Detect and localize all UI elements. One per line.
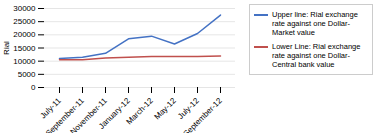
svg-text:0: 0 [31, 83, 36, 92]
svg-text:10000: 10000 [13, 57, 36, 66]
html-text:Lower Line: Rial exchange rate: Lower Line: Rial exchange rate against o… [272, 42, 361, 69]
svg-text:25000: 25000 [13, 17, 36, 26]
svg-text:5000: 5000 [18, 70, 36, 79]
svg-text:January-12: January-12 [97, 96, 132, 131]
svg-text:July-12: July-12 [176, 96, 201, 121]
svg-text:30000: 30000 [13, 4, 36, 13]
svg-text:May-12: May-12 [152, 96, 178, 122]
svg-text:15000: 15000 [13, 44, 36, 53]
svg-text:September-12: September-12 [182, 96, 225, 133]
svg-text:20000: 20000 [13, 30, 36, 39]
html-text:Upper line: Rial exchange rate: Upper line: Rial exchange rate against o… [272, 10, 358, 37]
svg-text:March-12: March-12 [124, 96, 155, 127]
svg-text:Rial: Rial [2, 41, 11, 55]
svg-text:July-11: July-11 [38, 96, 63, 121]
